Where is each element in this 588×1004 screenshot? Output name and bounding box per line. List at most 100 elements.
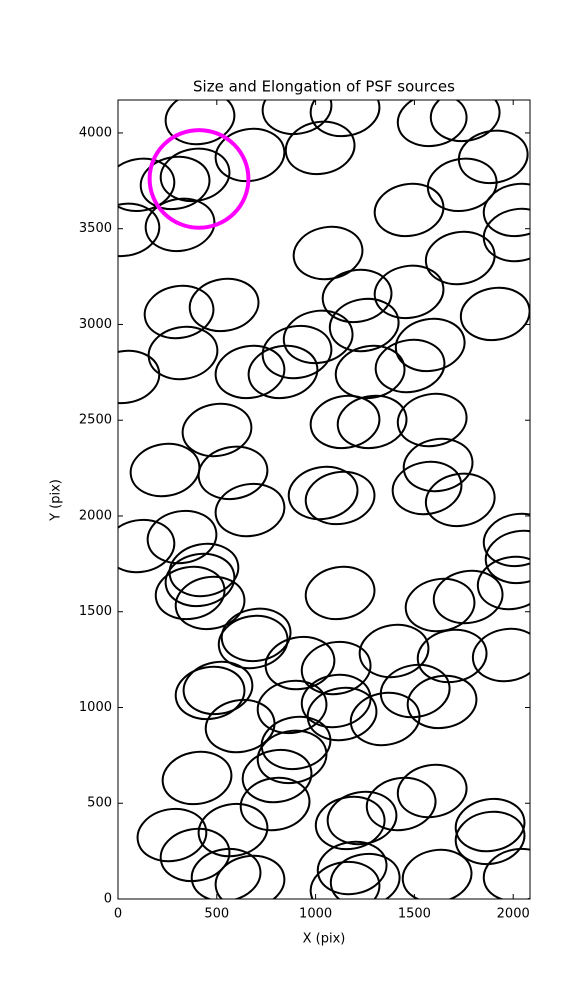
source-ellipse [306,686,378,742]
source-ellipse [118,157,176,213]
source-ellipse [164,100,236,146]
source-ellipse [394,317,466,373]
source-ellipse [454,797,526,853]
source-ellipse [482,207,530,263]
source-ellipse [287,465,359,521]
y-tick-label: 3500 [79,221,112,236]
source-ellipse [241,748,313,804]
y-tick-label: 0 [104,892,112,907]
source-ellipse [416,628,488,684]
source-ellipse [220,607,292,663]
source-ellipse [181,402,253,458]
source-ellipse [144,197,216,253]
plot-area [118,100,530,899]
source-ellipse [373,182,445,238]
source-ellipse [471,627,530,683]
source-ellipse [358,623,430,679]
source-ellipse [426,157,498,213]
source-ellipse [482,847,530,899]
source-ellipse [168,542,240,598]
source-ellipse [300,673,372,729]
source-ellipse [457,129,529,185]
source-ellipse [159,147,231,203]
source-ellipse [239,776,311,832]
source-ellipse [190,847,262,899]
source-ellipse [314,795,386,851]
source-ellipse [396,763,468,819]
source-ellipse [174,665,246,721]
plot-frame [117,99,531,900]
source-ellipse [174,575,246,631]
source-ellipse [164,552,236,608]
chart-title: Size and Elongation of PSF sources [193,78,455,96]
source-ellipse [154,565,226,621]
source-ellipse [214,127,286,183]
source-ellipse [482,182,530,238]
source-ellipse [261,324,333,380]
source-ellipse [197,445,269,501]
y-tick-label: 1000 [79,700,112,715]
y-tick-label: 2500 [79,413,112,428]
x-tick-label: 2000 [497,907,530,922]
source-ellipse [217,614,289,670]
source-ellipse [309,394,381,450]
source-ellipse [379,663,451,719]
y-tick-label: 3000 [79,317,112,332]
source-ellipse [282,309,354,365]
source-ellipse [459,286,530,342]
x-tick-label: 1500 [398,907,431,922]
source-ellipse [118,349,161,405]
source-ellipse [129,442,201,498]
x-tick-label: 1000 [299,907,332,922]
source-ellipse [476,555,530,611]
source-ellipse [424,472,496,528]
source-ellipse [300,640,372,696]
source-ellipse [482,512,530,568]
source-ellipse [247,344,319,400]
source-ellipse [321,268,393,324]
source-ellipse [204,698,276,754]
source-ellipse [396,100,468,148]
source-ellipse [118,202,161,258]
source-ellipse [406,674,478,730]
source-ellipse [261,100,333,136]
source-ellipse [264,635,336,691]
source-ellipse [118,518,176,574]
source-ellipse [401,848,473,899]
source-ellipse [161,750,233,806]
source-ellipse [304,565,376,621]
source-ellipse [396,392,468,448]
source-ellipse [188,277,260,333]
source-ellipse [147,325,219,381]
source-ellipse [374,338,446,394]
x-tick-label: 0 [114,907,122,922]
y-tick-label: 4000 [79,125,112,140]
source-ellipse [214,344,286,400]
source-ellipse [214,854,286,899]
source-ellipse [373,264,445,320]
y-tick-label: 2000 [79,508,112,523]
source-ellipse [484,529,530,585]
y-tick-label: 1500 [79,604,112,619]
source-ellipse [143,284,215,340]
source-ellipse [424,230,496,286]
highlight-circle [147,128,251,230]
x-axis-label: X (pix) [303,932,346,947]
source-ellipse [304,470,376,526]
source-ellipse [329,852,401,899]
source-ellipse [454,810,526,866]
source-ellipse [146,509,218,565]
source-ellipse [391,460,463,516]
source-ellipse [328,297,400,353]
source-ellipse [214,482,286,538]
x-tick-label: 500 [204,907,229,922]
source-ellipse [336,394,408,450]
source-ellipse [260,715,332,771]
source-ellipse [309,100,381,138]
source-ellipse [365,776,437,832]
y-axis-label: Y (pix) [49,479,64,522]
source-ellipse [284,120,356,176]
y-tick-label: 500 [87,796,112,811]
source-ellipse [197,802,269,858]
